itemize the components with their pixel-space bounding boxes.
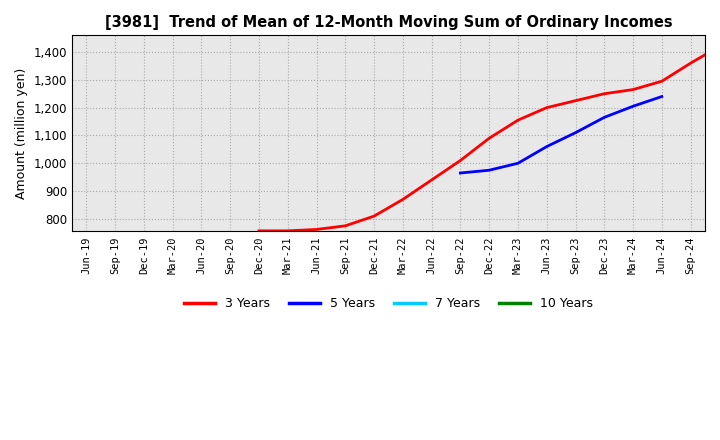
Title: [3981]  Trend of Mean of 12-Month Moving Sum of Ordinary Incomes: [3981] Trend of Mean of 12-Month Moving …: [104, 15, 672, 30]
Y-axis label: Amount (million yen): Amount (million yen): [15, 68, 28, 199]
Legend: 3 Years, 5 Years, 7 Years, 10 Years: 3 Years, 5 Years, 7 Years, 10 Years: [179, 292, 598, 315]
